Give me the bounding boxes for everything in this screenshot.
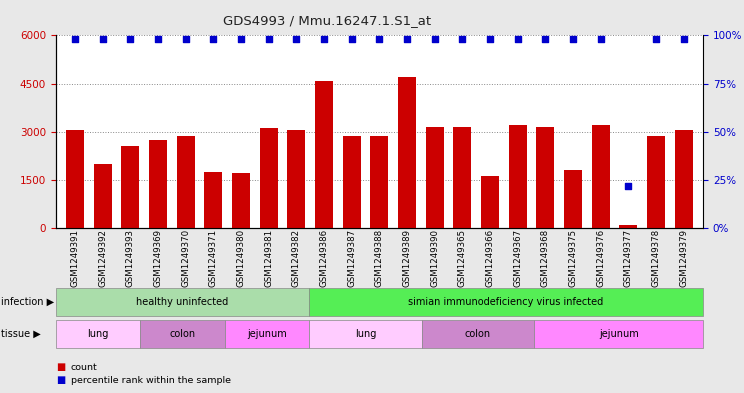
Text: tissue ▶: tissue ▶ [1, 329, 41, 339]
Point [373, 36, 385, 42]
Point [484, 36, 496, 42]
Bar [591, 125, 610, 228]
Bar [121, 146, 139, 228]
Point [124, 36, 136, 42]
Bar [675, 130, 693, 228]
Bar [620, 225, 638, 228]
Bar [398, 77, 416, 228]
Point [235, 36, 247, 42]
Point [318, 36, 330, 42]
Bar [177, 136, 195, 228]
Point [650, 36, 662, 42]
Point [623, 182, 635, 189]
Point [512, 36, 524, 42]
Text: count: count [71, 363, 97, 372]
Text: colon: colon [170, 329, 196, 339]
Text: healthy uninfected: healthy uninfected [136, 297, 228, 307]
Bar [536, 127, 554, 228]
Bar [509, 125, 527, 228]
Bar [481, 176, 499, 228]
Text: jejunum: jejunum [247, 329, 286, 339]
Text: colon: colon [465, 329, 491, 339]
Text: percentile rank within the sample: percentile rank within the sample [71, 376, 231, 384]
Point [263, 36, 275, 42]
Text: lung: lung [87, 329, 109, 339]
Bar [315, 81, 333, 228]
Point [401, 36, 413, 42]
Text: infection ▶: infection ▶ [1, 297, 54, 307]
Text: GDS4993 / Mmu.16247.1.S1_at: GDS4993 / Mmu.16247.1.S1_at [223, 14, 432, 27]
Bar [287, 130, 306, 228]
Point [180, 36, 192, 42]
Point [457, 36, 469, 42]
Point [567, 36, 579, 42]
Text: ■: ■ [56, 362, 65, 373]
Bar [426, 127, 443, 228]
Point [208, 36, 219, 42]
Bar [232, 173, 250, 228]
Point [69, 36, 81, 42]
Point [346, 36, 358, 42]
Bar [647, 136, 665, 228]
Text: simian immunodeficiency virus infected: simian immunodeficiency virus infected [408, 297, 603, 307]
Point [153, 36, 164, 42]
Point [290, 36, 302, 42]
Bar [66, 130, 84, 228]
Bar [260, 129, 278, 228]
Point [429, 36, 440, 42]
Bar [564, 170, 582, 228]
Bar [371, 136, 388, 228]
Text: jejunum: jejunum [599, 329, 638, 339]
Bar [149, 140, 167, 228]
Point [97, 36, 109, 42]
Text: ■: ■ [56, 375, 65, 385]
Point [594, 36, 606, 42]
Bar [205, 172, 222, 228]
Bar [343, 136, 361, 228]
Point [678, 36, 690, 42]
Bar [453, 127, 472, 228]
Bar [94, 164, 112, 228]
Point [539, 36, 551, 42]
Text: lung: lung [355, 329, 376, 339]
